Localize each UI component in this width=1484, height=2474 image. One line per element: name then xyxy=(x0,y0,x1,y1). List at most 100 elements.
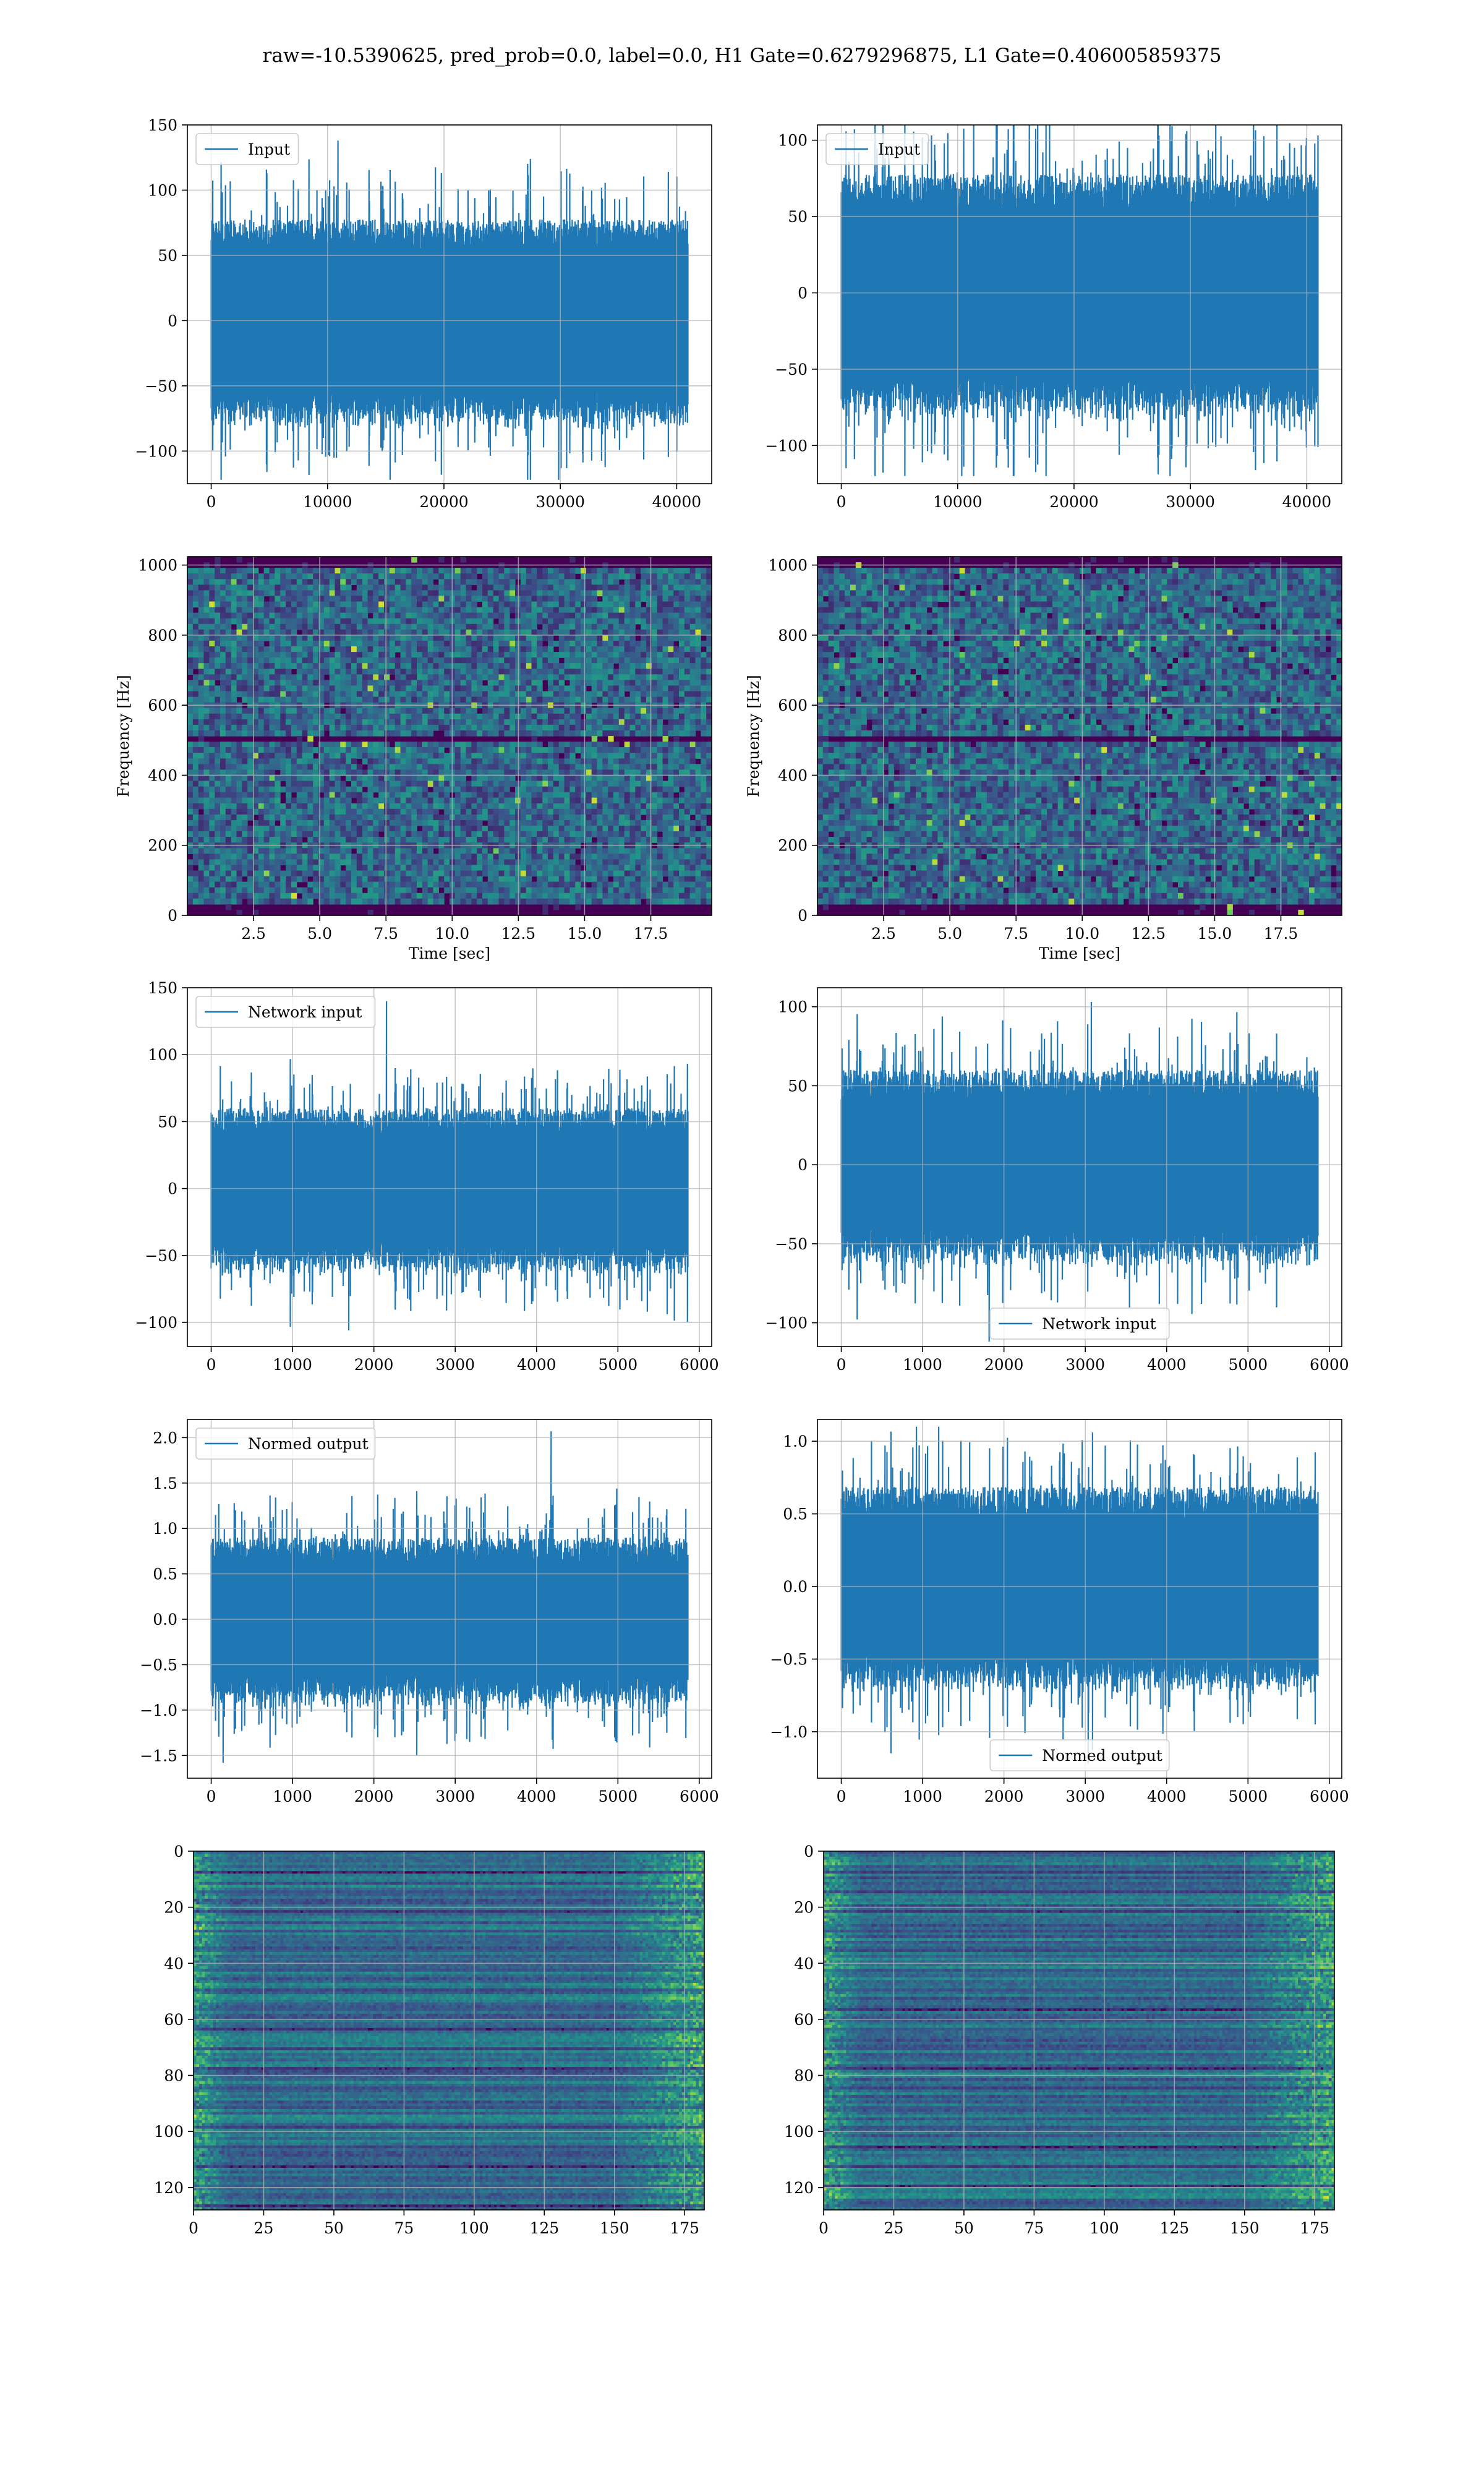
h1-normed-output-grid xyxy=(187,1419,712,1778)
h1-network-input-xtick-label: 3000 xyxy=(435,1356,475,1374)
h1-spectrogram-panel: 2.5 5.0 7.5 10.0 12.5 15.0 17.5 0 200 400 600 800 10… xyxy=(114,556,712,962)
h1-normed-output-xtick-label: 0 xyxy=(207,1787,216,1805)
l1-spectrogram-xtick-label: 15.0 xyxy=(1198,925,1232,943)
l1-feature-map-heatmap-cells xyxy=(824,1851,1334,2210)
l1-network-input-xtick-label: 5000 xyxy=(1229,1356,1268,1374)
l1-feature-map-xtick-label: 125 xyxy=(1159,2219,1189,2237)
l1-input-ytick-label: −50 xyxy=(775,361,808,379)
h1-feature-map-xtick-label: 75 xyxy=(394,2219,414,2237)
l1-input-xtick-label: 30000 xyxy=(1166,493,1215,511)
h1-input-xtick-label: 40000 xyxy=(652,493,702,511)
h1-normed-output-xtick-label: 4000 xyxy=(517,1787,556,1805)
h1-spectrogram-xtick-label: 17.5 xyxy=(634,925,668,943)
h1-input-panel: 0 10000 20000 30000 40000 −100 −50 0 50 100 150 Inp… xyxy=(135,116,712,511)
h1-spectrogram-xtick-label: 15.0 xyxy=(568,925,602,943)
h1-feature-map-xtick-label: 175 xyxy=(670,2219,699,2237)
subplot-grid: 0 10000 20000 30000 40000−100−50050100150Inp… xyxy=(114,116,1349,2237)
h1-spectrogram-ytick-label: 200 xyxy=(148,837,177,855)
h1-spectrogram-ytick-label: 800 xyxy=(148,627,177,644)
l1-feature-map-ytick-label: 20 xyxy=(794,1899,814,1917)
h1-spectrogram-ytick-label: 600 xyxy=(148,696,177,714)
h1-input-series-line xyxy=(210,140,689,480)
l1-feature-map-ytick-label: 100 xyxy=(784,2123,814,2141)
l1-spectrogram-ytick-label: 600 xyxy=(778,696,808,714)
l1-input-ytick-label: −100 xyxy=(765,437,808,455)
h1-network-input-xtick-label: 6000 xyxy=(680,1356,719,1374)
l1-input-plot-area xyxy=(840,125,1319,476)
l1-normed-output-xtick-label: 6000 xyxy=(1310,1787,1349,1805)
l1-input-ytick-label: 50 xyxy=(788,208,808,226)
h1-spectrogram-xtick-label: 12.5 xyxy=(501,925,536,943)
l1-network-input-ytick-label: 100 xyxy=(778,998,808,1016)
h1-input-legend: Input xyxy=(195,133,299,165)
l1-spectrogram-plot-area xyxy=(817,557,1342,915)
l1-network-input-xtick-label: 0 xyxy=(837,1356,846,1374)
l1-spectrogram-ytick-label: 800 xyxy=(778,627,808,644)
l1-spectrogram-xtick-label: 2.5 xyxy=(871,925,896,943)
h1-network-input-ytick-label: 150 xyxy=(148,979,177,997)
l1-feature-map-ytick-label: 120 xyxy=(784,2179,814,2197)
l1-feature-map-ytick-label: 60 xyxy=(794,2011,814,2029)
h1-feature-map-ytick-label: 0 xyxy=(174,1843,184,1860)
l1-spectrogram-ytick-label: 200 xyxy=(778,837,808,855)
h1-network-input-grid xyxy=(187,987,712,1346)
l1-input-ytick-label: 0 xyxy=(798,284,808,302)
l1-input-series-line xyxy=(840,125,1319,476)
h1-input-xtick-label: 30000 xyxy=(535,493,585,511)
l1-feature-map-ytick-label: 40 xyxy=(794,1954,814,1972)
l1-feature-map-xtick-label: 100 xyxy=(1090,2219,1119,2237)
h1-feature-map-xtick-label: 125 xyxy=(529,2219,559,2237)
l1-normed-output-legend-label: Normed output xyxy=(1042,1747,1162,1765)
h1-feature-map-xtick-label: 50 xyxy=(324,2219,344,2237)
l1-network-input-xtick-label: 2000 xyxy=(984,1356,1024,1374)
h1-spectrogram-grid xyxy=(187,557,712,916)
h1-spectrogram-xtick-label: 7.5 xyxy=(373,925,398,943)
h1-normed-output-ytick-label: −1.5 xyxy=(140,1747,177,1765)
l1-spectrogram-xtick-label: 17.5 xyxy=(1264,925,1298,943)
l1-network-input-xtick-label: 4000 xyxy=(1147,1356,1187,1374)
l1-feature-map-plot-area xyxy=(824,1851,1334,2210)
h1-network-input-xtick-label: 0 xyxy=(207,1356,216,1374)
h1-feature-map-xtick-label: 25 xyxy=(254,2219,274,2237)
l1-normed-output-xtick-label: 0 xyxy=(837,1787,846,1805)
l1-normed-output-ytick-label: −0.5 xyxy=(770,1650,808,1668)
l1-spectrogram-heatmap-cells xyxy=(817,557,1342,915)
l1-feature-map-xtick-label: 150 xyxy=(1230,2219,1260,2237)
h1-spectrogram-xtick-label: 2.5 xyxy=(241,925,266,943)
h1-normed-output-ytick-label: 0.0 xyxy=(153,1611,177,1629)
l1-input-xtick-label: 40000 xyxy=(1282,493,1332,511)
h1-input-xtick-label: 20000 xyxy=(419,493,469,511)
h1-feature-map-ytick-label: 120 xyxy=(154,2179,184,2197)
l1-network-input-series-line xyxy=(840,1001,1319,1342)
h1-normed-output-xtick-label: 3000 xyxy=(435,1787,475,1805)
l1-input-legend: Input xyxy=(825,133,929,165)
l1-spectrogram-panel: 2.5 5.0 7.5 10.0 12.5 15.0 17.5 0 200 400 600 800 10… xyxy=(744,556,1342,962)
l1-normed-output-xtick-label: 4000 xyxy=(1147,1787,1187,1805)
l1-input-ytick-label: 100 xyxy=(778,132,808,150)
h1-spectrogram-axes-frame xyxy=(187,556,712,916)
l1-network-input-grid xyxy=(817,988,1342,1346)
h1-input-xtick-label: 10000 xyxy=(303,493,352,511)
l1-normed-output-legend: Normed output xyxy=(989,1739,1170,1771)
h1-input-ytick-label: −50 xyxy=(145,377,177,395)
h1-spectrogram-xtick-label: 10.0 xyxy=(435,925,469,943)
h1-network-input-xtick-label: 1000 xyxy=(273,1356,312,1374)
h1-input-grid xyxy=(187,124,712,484)
l1-input-panel: 0 10000 20000 30000 40000 −100 −50 0 50 100 Input xyxy=(765,124,1342,511)
h1-network-input-ytick-label: 0 xyxy=(168,1180,177,1198)
l1-network-input-ytick-label: −50 xyxy=(775,1235,808,1253)
l1-normed-output-xtick-label: 2000 xyxy=(984,1787,1024,1805)
h1-network-input-xtick-label: 2000 xyxy=(354,1356,394,1374)
h1-input-axes-frame xyxy=(187,124,712,484)
h1-normed-output-xtick-label: 1000 xyxy=(273,1787,312,1805)
l1-input-xtick-label: 0 xyxy=(837,493,846,511)
l1-feature-map-ytick-label: 0 xyxy=(804,1843,814,1860)
l1-feature-map-panel: 0 25 50 75 100 125 150 175 0 20 40 60 80 100 120 xyxy=(784,1843,1335,2237)
l1-normed-output-plot-area xyxy=(840,1426,1319,1764)
h1-spectrogram-ytick-label: 1000 xyxy=(138,557,177,575)
h1-input-plot-area xyxy=(210,140,689,480)
l1-normed-output-axes-frame xyxy=(817,1419,1342,1779)
l1-input-xtick-label: 10000 xyxy=(933,493,983,511)
l1-spectrogram-ytick-label: 400 xyxy=(778,766,808,784)
